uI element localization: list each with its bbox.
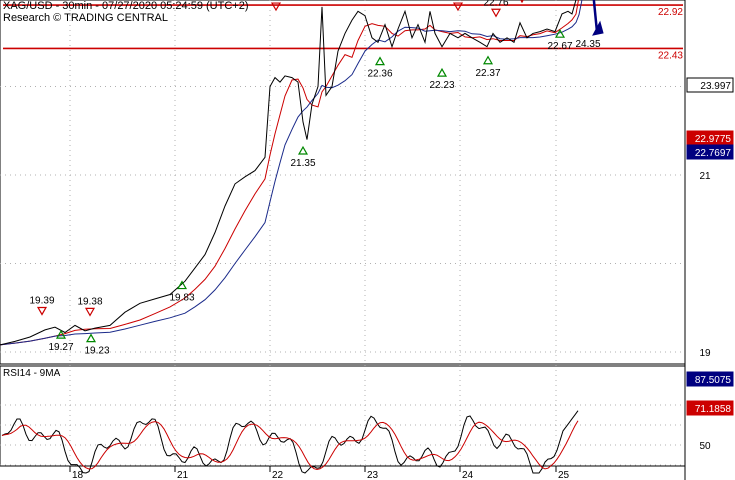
ma-slow-tag: 22.7697 (695, 148, 732, 159)
support-label: 22.36 (367, 69, 392, 80)
target-label: 24.35 (575, 39, 600, 50)
support-label: 21.35 (290, 158, 315, 169)
support-label: 19.83 (169, 293, 194, 304)
resistance-marker (36, 306, 48, 316)
level-label: 22.92 (658, 7, 683, 18)
support-label: 19.23 (84, 346, 109, 357)
ma-fast-tag: 22.9775 (695, 134, 732, 145)
chart-title: XAG/USD - 30min - 07/27/2020 05:24:59 (U… (3, 0, 249, 12)
moving-averages (0, 0, 583, 346)
ma-slow-tag-bg (686, 144, 734, 160)
resistance-marker (452, 2, 464, 12)
rsi-value-tag-bg (686, 371, 734, 387)
support-marker (55, 329, 67, 339)
last-price-tag-bg (686, 77, 734, 93)
resistance-marker (84, 307, 96, 317)
ma-slow-line (0, 0, 583, 346)
x-tick-label: 18 (72, 470, 84, 480)
support-marker (374, 56, 386, 66)
rsi-panel-frame (0, 365, 686, 467)
chart-source: Research © TRADING CENTRAL (3, 12, 168, 24)
x-tick-label: 22 (272, 470, 284, 480)
support-marker (297, 145, 309, 155)
support-marker (482, 55, 494, 65)
support-label: 19.27 (48, 342, 73, 353)
resistance-label: 22.83 (445, 0, 470, 2)
support-label: 22.23 (429, 80, 454, 91)
rsi-y-tick-label: 50 (699, 441, 711, 452)
axes-labels: 18212223242519212250 (69, 83, 711, 480)
price-series (0, 0, 577, 346)
y-tick-label: 21 (699, 171, 711, 182)
x-tick-label: 24 (462, 470, 474, 480)
resistance-label: 22.83 (263, 0, 288, 2)
price-panel-frame (0, 0, 686, 365)
rsi-series (1, 410, 579, 474)
support-label: 22.37 (475, 68, 500, 79)
swing-markers: 19.3919.3822.8323.0523.2523.1323.0822.83… (29, 0, 573, 357)
resistance-label: 19.39 (29, 295, 54, 306)
rsi-value-tag: 87.5075 (695, 375, 732, 386)
price-line (0, 0, 577, 346)
x-tick-label: 21 (177, 470, 189, 480)
level-label: 22.43 (658, 50, 683, 61)
x-tick-label: 23 (367, 470, 379, 480)
rsi-line (1, 410, 579, 474)
rsi-ma-tag-bg (686, 400, 734, 416)
target-arrow-head (592, 20, 604, 36)
price-tags: 23.997 22.9775 22.7697 87.5075 71.1858 (686, 77, 734, 416)
support-marker (554, 28, 566, 38)
ma-fast-line (0, 0, 579, 346)
target-arrow: 24.35 (575, 0, 604, 50)
resistance-label: 22.76 (483, 0, 508, 8)
support-marker (436, 67, 448, 77)
x-tick-label: 25 (558, 470, 570, 480)
support-marker (176, 280, 188, 290)
rsi-title: RSI14 - 9MA (3, 368, 61, 379)
resistance-label: 19.38 (77, 296, 102, 307)
rsi-ma-line (1, 420, 579, 471)
last-price-tag: 23.997 (700, 81, 731, 92)
support-label: 22.67 (547, 41, 572, 52)
support-marker (85, 333, 97, 343)
rsi-ma-tag: 71.1858 (695, 404, 732, 415)
resistance-marker (270, 2, 282, 12)
grid (0, 0, 685, 466)
target-arrow-shaft (592, 0, 599, 33)
resistance-marker (490, 8, 502, 18)
y-tick-label: 19 (699, 348, 711, 359)
